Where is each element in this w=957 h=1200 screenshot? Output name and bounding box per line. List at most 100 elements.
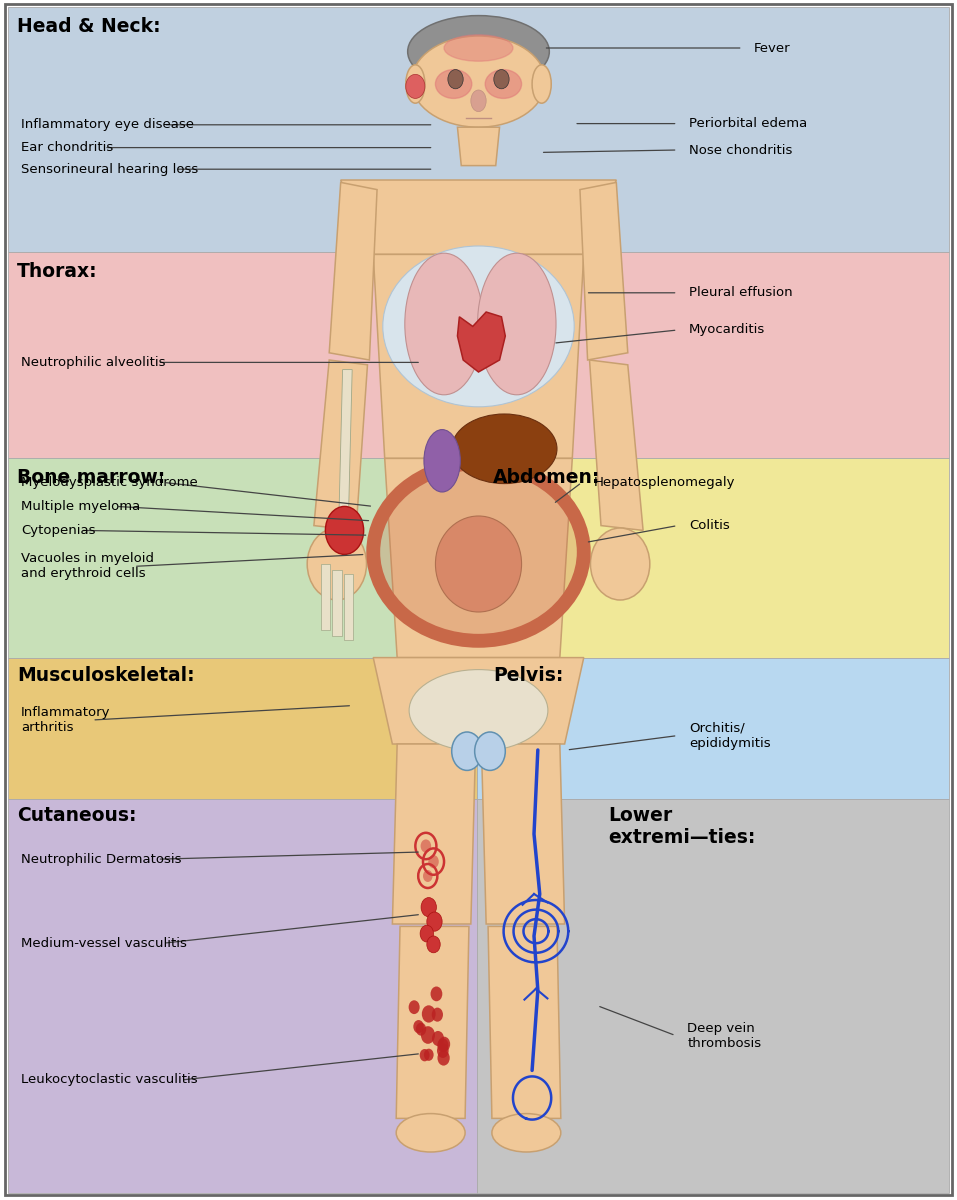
Ellipse shape (410, 670, 547, 751)
Polygon shape (314, 360, 367, 530)
Text: Abdomen:: Abdomen: (493, 468, 600, 487)
Ellipse shape (396, 1114, 465, 1152)
Ellipse shape (444, 35, 513, 61)
Text: Myelodysplastic syndrome: Myelodysplastic syndrome (21, 476, 198, 488)
Text: Cutaneous:: Cutaneous: (17, 806, 137, 826)
Text: Ear chondritis: Ear chondritis (21, 142, 113, 154)
Text: Nose chondritis: Nose chondritis (689, 144, 792, 156)
Circle shape (420, 1049, 430, 1061)
Ellipse shape (485, 70, 522, 98)
Circle shape (429, 854, 439, 869)
FancyBboxPatch shape (477, 799, 949, 1193)
Circle shape (427, 912, 442, 931)
Circle shape (475, 732, 505, 770)
Polygon shape (339, 370, 352, 522)
Ellipse shape (471, 90, 486, 112)
Text: Musculoskeletal:: Musculoskeletal: (17, 666, 195, 685)
Text: Pelvis:: Pelvis: (493, 666, 564, 685)
Circle shape (427, 936, 440, 953)
Text: Fever: Fever (754, 42, 790, 54)
Text: Lower
extremi—ties:: Lower extremi—ties: (609, 806, 756, 847)
Text: Cytopenias: Cytopenias (21, 524, 96, 536)
FancyBboxPatch shape (8, 658, 477, 799)
Text: Medium-vessel vasculitis: Medium-vessel vasculitis (21, 937, 187, 949)
FancyBboxPatch shape (477, 658, 949, 799)
Ellipse shape (383, 246, 574, 407)
Text: Thorax:: Thorax: (17, 262, 98, 281)
Polygon shape (329, 182, 377, 360)
FancyBboxPatch shape (8, 799, 477, 1193)
Circle shape (432, 1031, 444, 1046)
Text: Neutrophilic Dermatosis: Neutrophilic Dermatosis (21, 853, 182, 865)
Text: Inflammatory eye disease: Inflammatory eye disease (21, 119, 194, 131)
Text: Orchitis/
epididymitis: Orchitis/ epididymitis (689, 721, 770, 750)
FancyBboxPatch shape (8, 252, 949, 458)
Ellipse shape (435, 516, 522, 612)
Circle shape (421, 898, 436, 917)
Ellipse shape (590, 528, 650, 600)
Circle shape (420, 925, 434, 942)
Ellipse shape (452, 414, 557, 484)
Text: Vacuoles in myeloid
and erythroid cells: Vacuoles in myeloid and erythroid cells (21, 552, 154, 581)
Polygon shape (396, 926, 469, 1118)
Circle shape (409, 1001, 420, 1014)
Circle shape (422, 1006, 435, 1022)
Text: Inflammatory
arthritis: Inflammatory arthritis (21, 706, 111, 734)
Ellipse shape (435, 70, 472, 98)
Circle shape (437, 1043, 449, 1058)
Text: Multiple myeloma: Multiple myeloma (21, 500, 141, 512)
Ellipse shape (532, 65, 551, 103)
Text: Colitis: Colitis (689, 520, 730, 532)
Circle shape (424, 1049, 434, 1061)
Text: Hepatosplenomegaly: Hepatosplenomegaly (593, 476, 735, 488)
FancyBboxPatch shape (477, 458, 949, 658)
Ellipse shape (424, 430, 460, 492)
Text: Neutrophilic alveolitis: Neutrophilic alveolitis (21, 356, 166, 368)
Ellipse shape (478, 253, 556, 395)
Circle shape (325, 506, 364, 554)
Text: Myocarditis: Myocarditis (689, 324, 766, 336)
Polygon shape (385, 458, 572, 658)
Circle shape (421, 840, 432, 852)
Polygon shape (392, 744, 476, 924)
Polygon shape (332, 570, 342, 636)
Polygon shape (580, 182, 628, 360)
Ellipse shape (408, 16, 549, 88)
FancyBboxPatch shape (8, 458, 477, 658)
Polygon shape (373, 658, 584, 744)
Ellipse shape (405, 253, 483, 395)
Text: Periorbital edema: Periorbital edema (689, 118, 808, 130)
Circle shape (437, 1038, 449, 1052)
FancyBboxPatch shape (8, 7, 949, 252)
Circle shape (413, 1020, 424, 1033)
Text: Pleural effusion: Pleural effusion (689, 287, 792, 299)
Polygon shape (488, 926, 561, 1118)
Ellipse shape (412, 36, 545, 127)
Circle shape (423, 870, 433, 882)
Polygon shape (590, 360, 643, 530)
Circle shape (431, 986, 442, 1001)
Polygon shape (341, 180, 616, 254)
Circle shape (448, 70, 463, 89)
Circle shape (406, 74, 425, 98)
Ellipse shape (307, 528, 367, 600)
Polygon shape (481, 744, 565, 924)
Circle shape (437, 1050, 450, 1066)
Circle shape (452, 732, 482, 770)
Text: Head & Neck:: Head & Neck: (17, 17, 161, 36)
Text: Leukocytoclastic vasculitis: Leukocytoclastic vasculitis (21, 1074, 198, 1086)
Circle shape (438, 1037, 450, 1051)
Text: Bone marrow:: Bone marrow: (17, 468, 166, 487)
Text: Sensorineural hearing loss: Sensorineural hearing loss (21, 163, 198, 175)
Circle shape (416, 1022, 426, 1036)
Ellipse shape (373, 463, 584, 641)
Polygon shape (321, 564, 330, 630)
Polygon shape (373, 254, 584, 458)
Polygon shape (344, 574, 353, 640)
Polygon shape (457, 312, 505, 372)
Circle shape (421, 1026, 435, 1044)
Ellipse shape (406, 65, 425, 103)
Circle shape (432, 1008, 443, 1021)
FancyBboxPatch shape (5, 4, 952, 1195)
Ellipse shape (492, 1114, 561, 1152)
